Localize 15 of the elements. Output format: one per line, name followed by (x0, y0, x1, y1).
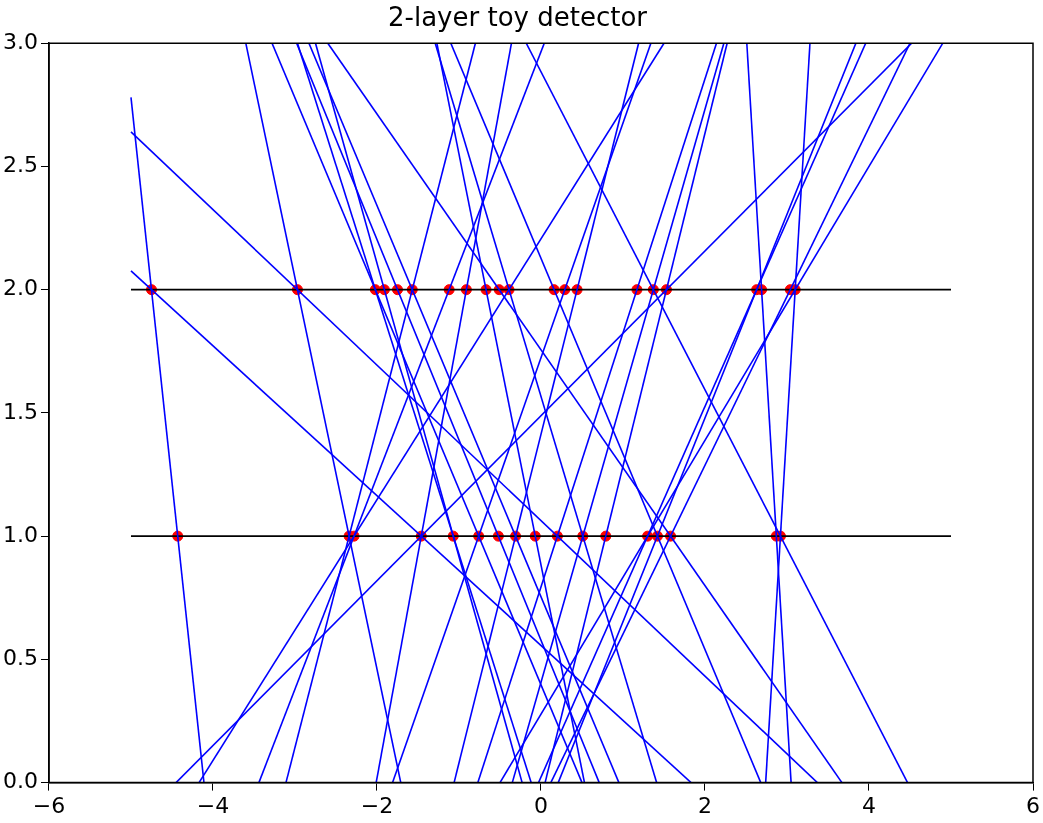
y-tick-label: 0.5 (2, 645, 38, 671)
x-tick-label: 2 (698, 792, 712, 818)
y-tick-label: 1.5 (2, 398, 38, 424)
y-tick-label: 2.0 (2, 275, 38, 301)
x-tick-label: 4 (862, 792, 876, 818)
y-tick-label: 1.0 (2, 521, 38, 547)
y-tick-label: 0.0 (2, 768, 38, 794)
y-tick-label: 2.5 (2, 152, 38, 178)
x-tick-label: −4 (196, 792, 230, 818)
chart-title: 2-layer toy detector (388, 2, 648, 33)
x-tick-label: 6 (1026, 792, 1040, 818)
x-tick-label: −6 (32, 792, 66, 818)
x-tick-label: 0 (533, 792, 548, 818)
x-tick-label: −2 (360, 792, 394, 818)
y-tick-label: 3.0 (2, 28, 38, 54)
